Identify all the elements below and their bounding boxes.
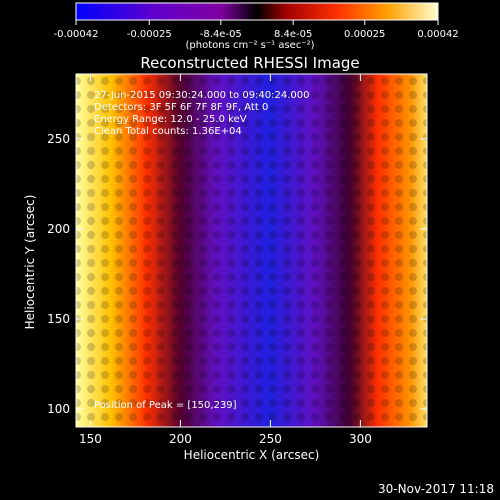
- y-tick-label: 250: [47, 132, 70, 146]
- chart-title: Reconstructed RHESSI Image: [140, 54, 360, 72]
- colorbar-tick-label: 0.00042: [417, 29, 458, 40]
- annotation-time-range: 27-Jun-2015 09:30:24.000 to 09:40:24.000: [94, 90, 310, 101]
- colorbar: -0.00042 -0.00025 -8.4e-05 8.4e-05 0.00025 0.…: [54, 2, 459, 40]
- x-tick-label: 300: [349, 432, 372, 446]
- colorbar-unit-label: (photons cm⁻² s⁻¹ asec⁻²): [185, 40, 315, 51]
- footer-date: 30-Nov-2017 11:18: [378, 482, 494, 496]
- annotation-energy-range: Energy Range: 12.0 - 25.0 keV: [94, 114, 247, 125]
- x-axis-label: Heliocentric X (arcsec): [183, 448, 320, 462]
- plot-frame: [75, 73, 428, 428]
- y-tick-label: 200: [47, 222, 70, 236]
- colorbar-tick-label: -0.00042: [54, 29, 99, 40]
- colorbar-tick-label: 0.00025: [344, 29, 385, 40]
- annotation-method-counts: Clean Total counts: 1.36E+04: [94, 126, 242, 137]
- y-tick-label: 150: [47, 312, 70, 326]
- colorbar-tick-label: -0.00025: [127, 29, 172, 40]
- x-tick-label: 150: [79, 432, 102, 446]
- plot-area: 150 200 250 300 100 150 200 250 27-Jun-2015 09…: [47, 73, 428, 446]
- y-tick-label: 100: [47, 402, 70, 416]
- x-tick-label: 200: [169, 432, 192, 446]
- peak-position-label: Position of Peak = [150,239]: [94, 400, 237, 411]
- colorbar-tick-label: 8.4e-05: [274, 29, 312, 40]
- y-axis-label: Heliocentric Y (arcsec): [23, 194, 37, 330]
- colorbar-gradient: [75, 2, 439, 21]
- x-tick-label: 250: [259, 432, 282, 446]
- colorbar-tick-label: -8.4e-05: [200, 29, 242, 40]
- heatmap-texture: [76, 74, 427, 427]
- annotation-detectors: Detectors: 3F 5F 6F 7F 8F 9F, Att 0: [94, 102, 268, 113]
